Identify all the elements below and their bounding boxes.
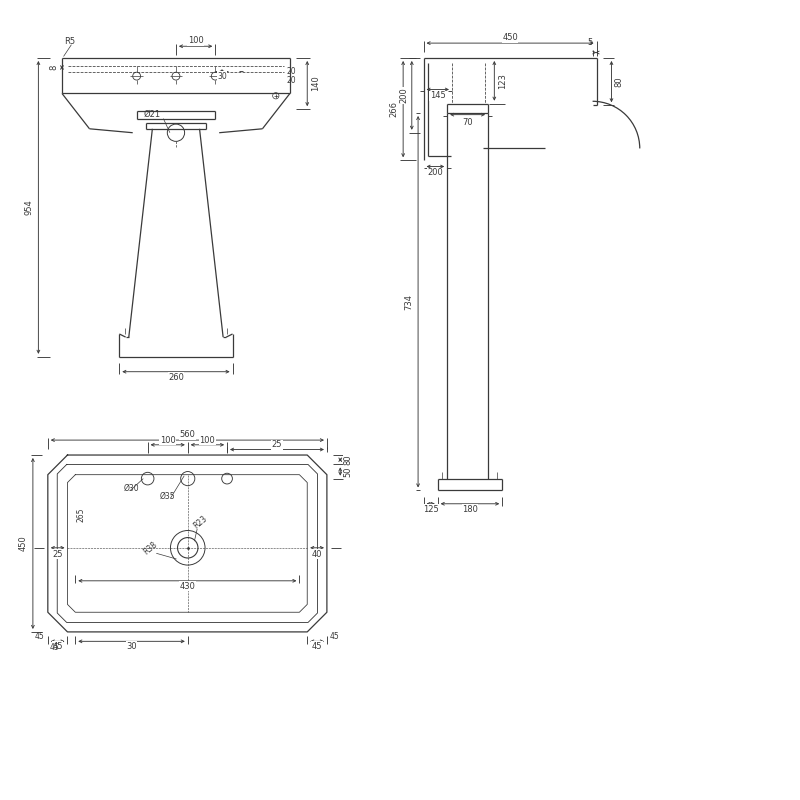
Text: 8: 8 [50, 65, 58, 70]
Text: 25: 25 [52, 550, 63, 558]
Text: 80: 80 [344, 454, 353, 465]
Text: 100: 100 [199, 435, 215, 445]
Text: 80: 80 [615, 76, 624, 87]
Text: 20: 20 [286, 76, 296, 85]
Text: R38: R38 [142, 539, 159, 556]
Text: 954: 954 [25, 199, 34, 215]
Text: 45: 45 [50, 643, 59, 652]
Text: 45: 45 [312, 642, 322, 650]
Text: 20: 20 [286, 66, 296, 76]
Text: 560: 560 [179, 430, 195, 439]
Text: 5: 5 [588, 38, 593, 47]
Text: 25: 25 [272, 440, 282, 450]
Text: 265: 265 [76, 508, 86, 522]
Text: 145: 145 [430, 91, 446, 100]
Text: 45: 45 [330, 632, 339, 641]
Text: R5: R5 [64, 37, 75, 46]
Text: R23: R23 [192, 514, 209, 530]
Text: 430: 430 [179, 582, 195, 591]
Text: Ø30: Ø30 [124, 484, 140, 493]
Text: 450: 450 [502, 33, 518, 42]
Text: 30: 30 [126, 642, 137, 650]
Text: 125: 125 [422, 505, 438, 514]
Text: 260: 260 [168, 373, 184, 382]
Text: 100: 100 [160, 435, 175, 445]
Text: Ø21: Ø21 [143, 110, 160, 119]
Text: 266: 266 [390, 101, 398, 117]
Text: 450: 450 [19, 535, 28, 551]
Text: 50: 50 [344, 466, 353, 477]
Text: 40: 40 [312, 550, 322, 558]
Text: 45: 45 [52, 642, 63, 650]
Text: 140: 140 [310, 76, 320, 91]
Text: 123: 123 [498, 73, 506, 89]
Text: 30: 30 [217, 72, 227, 81]
Text: Ø35: Ø35 [159, 492, 175, 501]
Text: 200: 200 [399, 87, 409, 103]
Text: 200: 200 [427, 168, 443, 178]
Text: 70: 70 [462, 118, 473, 127]
Text: 734: 734 [404, 294, 413, 310]
Text: 100: 100 [188, 36, 203, 46]
Text: 45: 45 [35, 632, 45, 641]
Text: 180: 180 [462, 505, 478, 514]
